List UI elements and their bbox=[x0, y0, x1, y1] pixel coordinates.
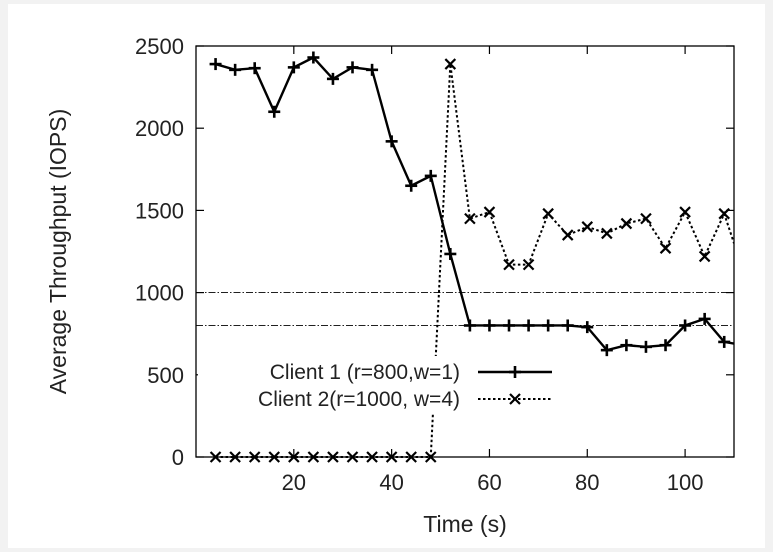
data-point-plus bbox=[268, 105, 281, 118]
data-point-plus bbox=[444, 247, 457, 260]
data-point-plus bbox=[385, 135, 398, 148]
marker-stroke bbox=[542, 207, 554, 220]
data-point-plus bbox=[581, 321, 594, 334]
data-point-x bbox=[601, 227, 613, 240]
data-point-x bbox=[698, 250, 711, 263]
data-point-x bbox=[522, 258, 535, 271]
data-point-x bbox=[483, 206, 496, 218]
data-point-x bbox=[659, 242, 672, 254]
data-point-x bbox=[561, 229, 574, 241]
data-point-plus bbox=[424, 169, 437, 182]
data-point-x bbox=[542, 207, 554, 220]
series-line-2 bbox=[215, 63, 734, 458]
data-point-plus bbox=[522, 319, 535, 332]
legend-background bbox=[198, 356, 553, 414]
y-axis-label: Average Throughput (IOPS) bbox=[45, 109, 71, 395]
data-point-plus bbox=[463, 319, 476, 332]
marker-stroke bbox=[503, 258, 515, 271]
marker-stroke bbox=[640, 212, 652, 225]
y-tick-label: 2500 bbox=[135, 34, 184, 59]
x-tick-label: 80 bbox=[575, 470, 599, 495]
data-point-plus bbox=[229, 63, 242, 76]
x-tick-label: 100 bbox=[667, 470, 704, 495]
data-point-x bbox=[581, 221, 594, 233]
plot-border bbox=[195, 45, 735, 458]
legend-sample-client-2 bbox=[478, 393, 552, 405]
data-point-plus bbox=[346, 61, 359, 74]
data-point-plus bbox=[326, 72, 339, 85]
data-point-plus bbox=[542, 319, 555, 332]
marker-stroke bbox=[581, 221, 594, 233]
data-point-plus bbox=[679, 319, 692, 332]
data-point-plus bbox=[620, 339, 633, 352]
marker-stroke bbox=[601, 227, 613, 240]
marker-stroke bbox=[464, 212, 476, 225]
data-point-x bbox=[444, 58, 457, 70]
x-tick-label: 40 bbox=[379, 470, 403, 495]
legend-label-client-2: Client 2(r=1000, w=4) bbox=[258, 388, 460, 411]
data-point-plus bbox=[483, 319, 496, 332]
data-point-plus bbox=[209, 58, 222, 71]
data-point-x bbox=[679, 206, 691, 218]
y-tick-label: 0 bbox=[172, 445, 184, 470]
y-tick-label: 2000 bbox=[135, 116, 184, 141]
marker-stroke bbox=[561, 229, 574, 241]
legend-marker-x bbox=[509, 393, 521, 405]
marker-stroke bbox=[522, 258, 535, 271]
data-point-plus bbox=[698, 312, 711, 325]
data-point-plus bbox=[659, 339, 672, 352]
axis-ticks: 0 500 1000 1500 2000 2500 20 40 60 80 100 bbox=[135, 34, 734, 495]
data-point-plus bbox=[366, 63, 379, 76]
data-point-plus bbox=[405, 179, 418, 192]
data-point-x bbox=[503, 258, 515, 271]
marker-stroke bbox=[620, 217, 633, 230]
legend-label-client-1: Client 1 (r=800,w=1) bbox=[270, 361, 460, 384]
legend: Client 1 (r=800,w=1) Client 2(r=1000, w=… bbox=[198, 356, 553, 414]
y-tick-label: 500 bbox=[147, 363, 184, 388]
data-point-plus bbox=[287, 61, 300, 74]
marker-stroke bbox=[444, 58, 457, 70]
data-point-plus bbox=[600, 344, 613, 357]
line-chart: 0 500 1000 1500 2000 2500 20 40 60 80 100 Time (s)… bbox=[45, 34, 735, 537]
chart-frame: 0 500 1000 1500 2000 2500 20 40 60 80 100 Time (s)… bbox=[8, 4, 765, 548]
data-point-plus bbox=[503, 319, 516, 332]
data-point-x bbox=[464, 212, 476, 225]
marker-stroke bbox=[679, 206, 691, 218]
legend-marker-plus bbox=[509, 366, 521, 378]
data-point-plus bbox=[718, 335, 731, 348]
data-point-plus bbox=[561, 319, 574, 332]
y-tick-label: 1000 bbox=[135, 281, 184, 306]
data-point-plus bbox=[639, 340, 652, 353]
marker-stroke bbox=[659, 242, 672, 254]
data-point-plus bbox=[307, 51, 320, 64]
data-point-x bbox=[640, 212, 652, 225]
data-point-plus bbox=[248, 62, 261, 75]
x-tick-label: 20 bbox=[282, 470, 306, 495]
data-point-x bbox=[620, 217, 633, 230]
legend-sample-client-1 bbox=[478, 366, 552, 378]
marker-stroke bbox=[509, 393, 521, 405]
marker-stroke bbox=[698, 250, 711, 263]
x-axis-label: Time (s) bbox=[423, 511, 506, 537]
series-line-1 bbox=[215, 56, 734, 352]
marker-stroke bbox=[483, 206, 496, 218]
y-tick-label: 1500 bbox=[135, 198, 184, 223]
x-tick-label: 60 bbox=[477, 470, 501, 495]
